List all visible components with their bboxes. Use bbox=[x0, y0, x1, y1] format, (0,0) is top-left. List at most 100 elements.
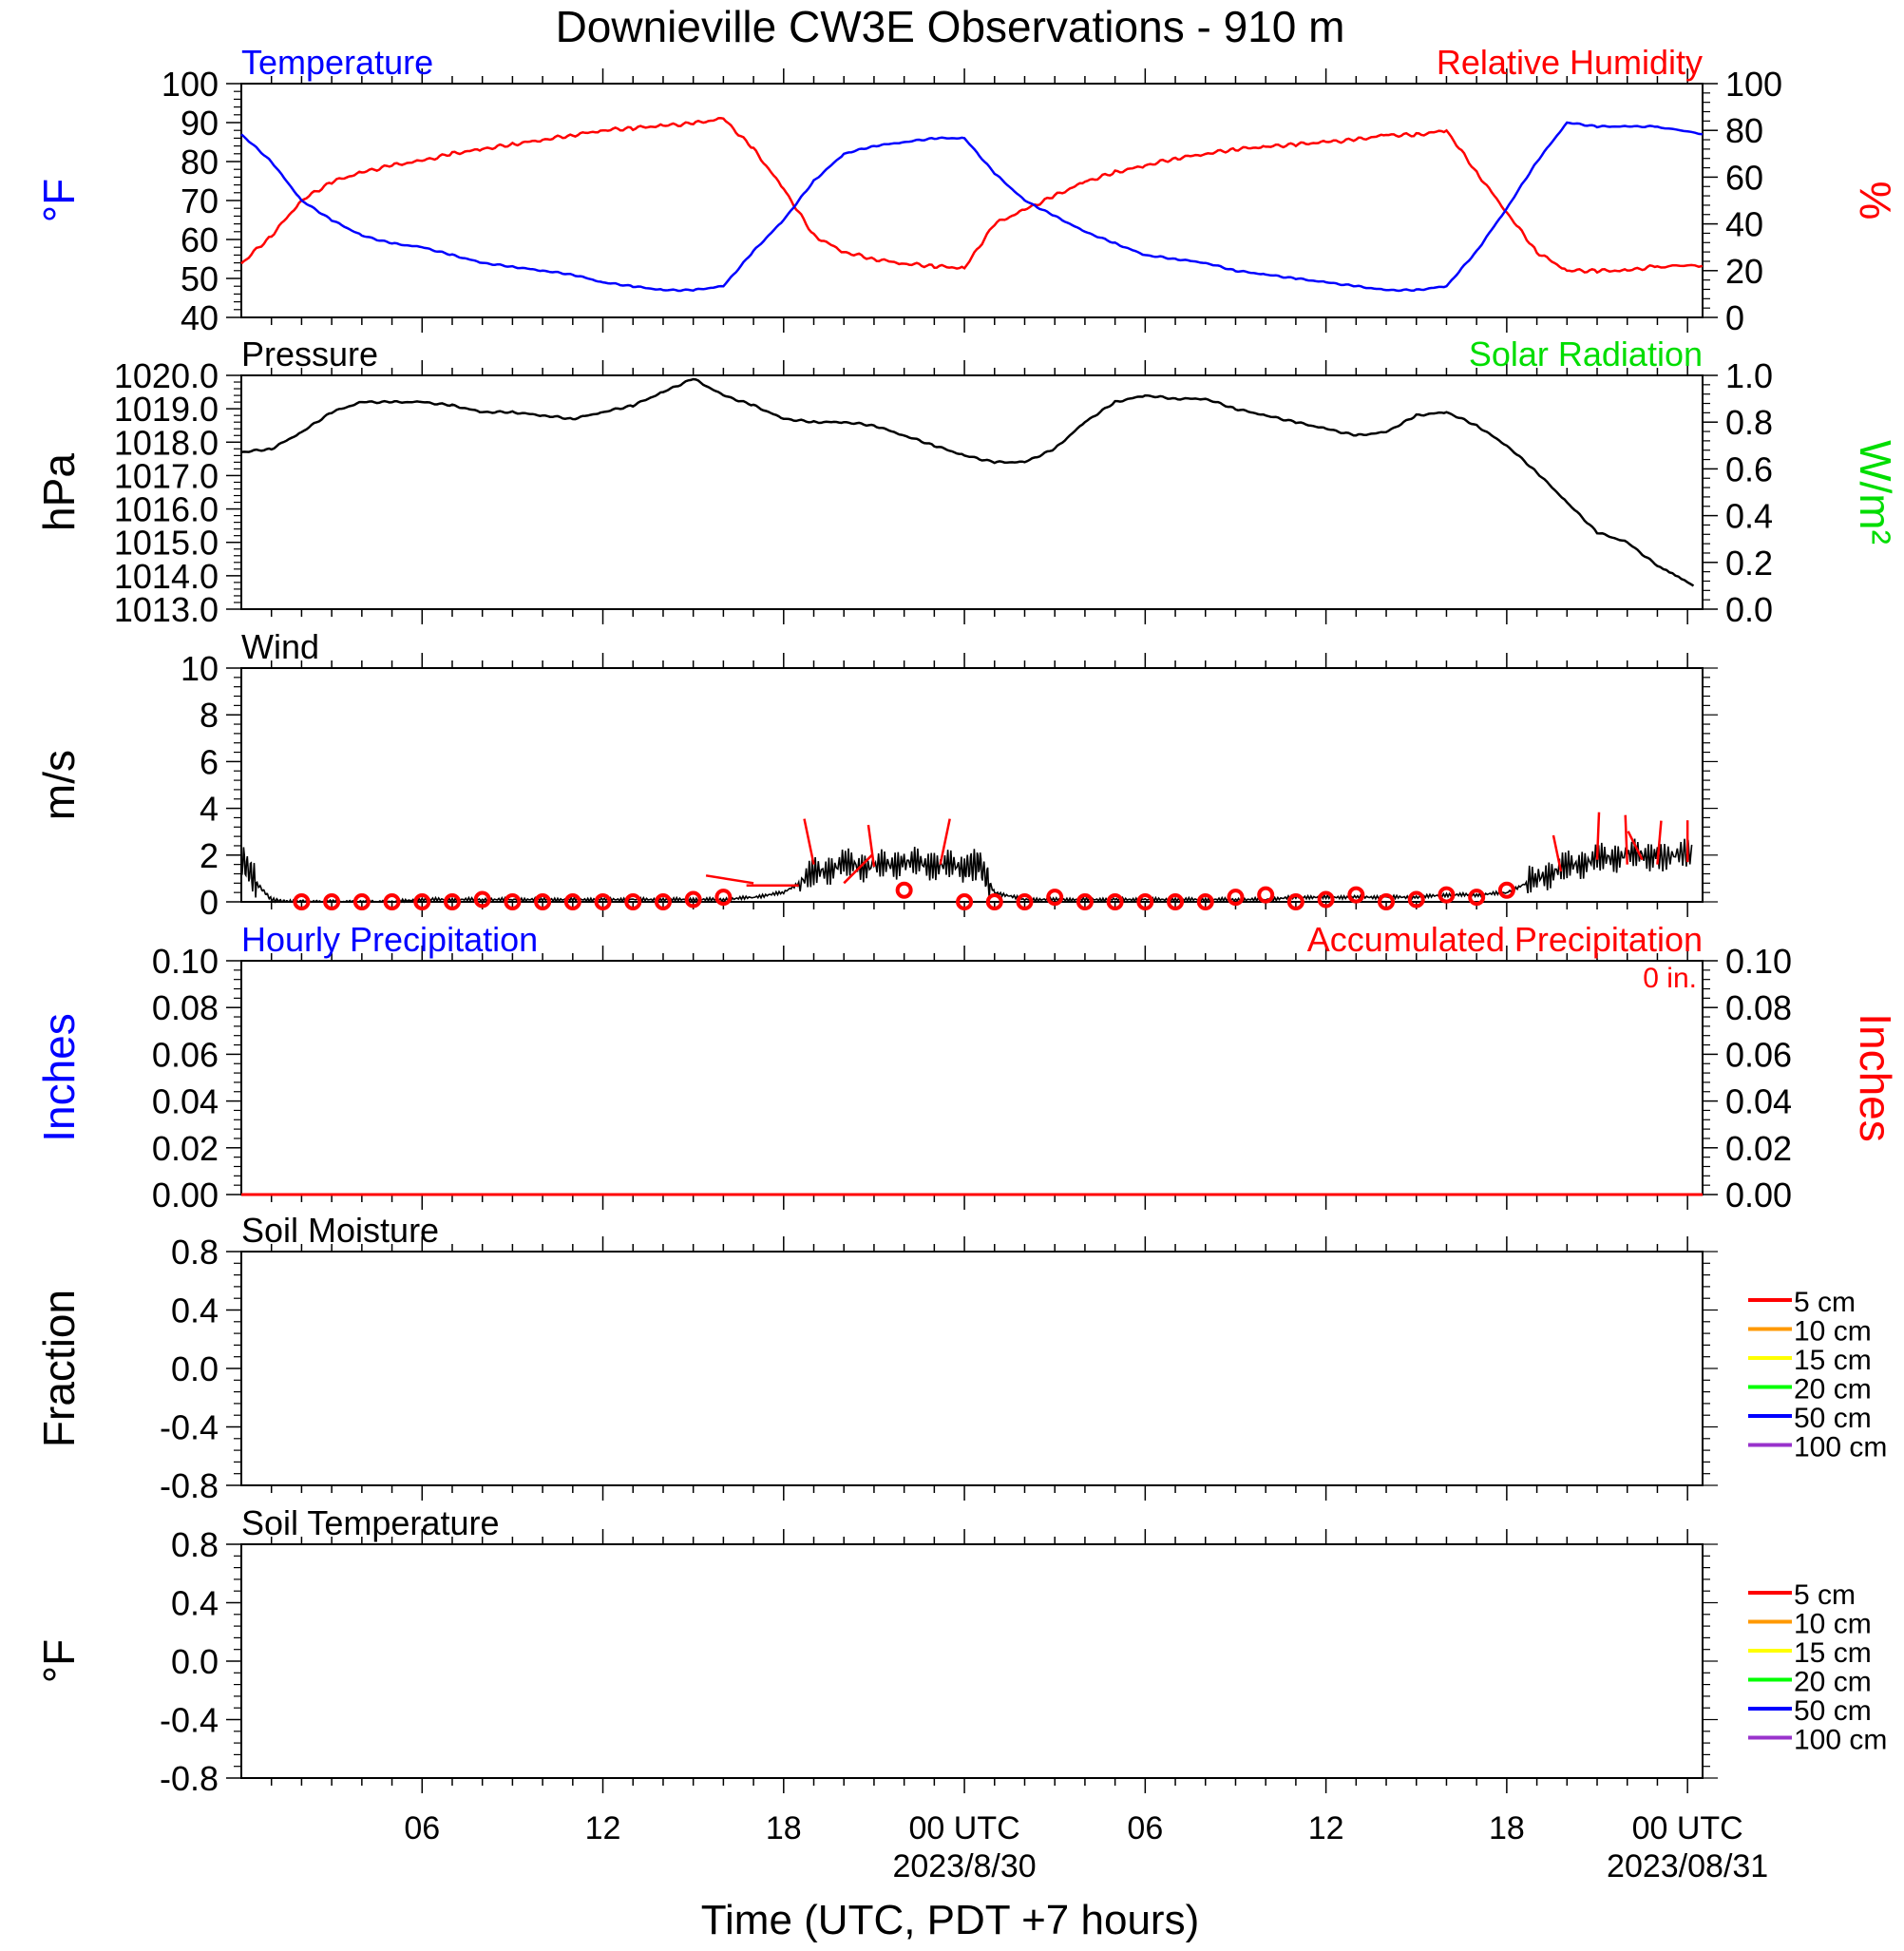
x-tick-label: 18 bbox=[766, 1810, 802, 1846]
y-tick-label-left: 70 bbox=[181, 182, 219, 220]
y-tick-label-right: 0 bbox=[1725, 298, 1744, 337]
series-temperature bbox=[240, 121, 1704, 293]
wind-calm-marker bbox=[293, 893, 311, 910]
y-tick-label-left: 0.00 bbox=[152, 1176, 219, 1215]
x-tick-label: 00 UTC bbox=[909, 1810, 1020, 1846]
y-tick-label-right: 40 bbox=[1725, 205, 1763, 244]
panel-title-right: Solar Radiation bbox=[1469, 335, 1703, 373]
y-tick-label-right: 0.8 bbox=[1725, 403, 1773, 442]
panel-soil-moisture: 0.8 0.4 0.0 -0.4 -0.8 Fraction Soil Moisture 5 … bbox=[34, 1211, 1887, 1505]
wind-calm-marker bbox=[1378, 893, 1396, 910]
x-tick-label: 00 UTC bbox=[1632, 1810, 1743, 1846]
panel-title-left: Wind bbox=[241, 627, 319, 666]
y-axis-label-left: m/s bbox=[34, 750, 84, 820]
wind-barb bbox=[1595, 812, 1601, 860]
y-tick-label-left: 1019.0 bbox=[114, 390, 219, 429]
accumulated-total: 0 in. bbox=[1643, 963, 1697, 994]
y-tick-label-left: 0.02 bbox=[152, 1129, 219, 1168]
legend-label: 100 cm bbox=[1794, 1725, 1887, 1756]
wind-calm-marker bbox=[654, 893, 672, 910]
y-tick-label-left: 1018.0 bbox=[114, 423, 219, 462]
y-tick-label-left: -0.8 bbox=[160, 1466, 219, 1505]
y-tick-label-right: 0.08 bbox=[1725, 988, 1792, 1027]
y-tick-label-left: 0.06 bbox=[152, 1035, 219, 1074]
y-axis-label-right: W/m² bbox=[1851, 440, 1900, 545]
panel-title-left: Soil Moisture bbox=[241, 1211, 439, 1250]
series-relative-humidity bbox=[240, 117, 1704, 275]
wind-calm-marker bbox=[563, 893, 581, 910]
wind-calm-marker bbox=[1167, 893, 1185, 910]
panel-frame bbox=[240, 1251, 1704, 1486]
y-tick-label-left: 1020.0 bbox=[114, 356, 219, 395]
wind-calm-marker bbox=[624, 893, 642, 910]
wind-calm-marker bbox=[594, 893, 612, 910]
y-tick-label-right: 0.2 bbox=[1725, 544, 1773, 583]
panel-precip: 0.10 0.08 0.06 0.04 0.02 0.00 0.10 0.08 0.06 0.04… bbox=[34, 920, 1900, 1215]
y-tick-label-left: 1016.0 bbox=[114, 490, 219, 529]
y-tick-label-right: 0.02 bbox=[1725, 1129, 1792, 1168]
y-tick-label-right: 80 bbox=[1725, 111, 1763, 150]
legend-label: 20 cm bbox=[1794, 1667, 1872, 1698]
series-pressure bbox=[240, 377, 1695, 587]
y-tick-label-right: 60 bbox=[1725, 158, 1763, 197]
wind-calm-marker bbox=[684, 890, 702, 909]
y-tick-label-left: 0.8 bbox=[171, 1525, 219, 1564]
legend-label: 50 cm bbox=[1794, 1695, 1872, 1727]
y-tick-label-left: 0.08 bbox=[152, 988, 219, 1027]
y-tick-label-right: 0.06 bbox=[1725, 1035, 1792, 1074]
y-tick-label-left: 60 bbox=[181, 220, 219, 259]
x-tick-label: 06 bbox=[1127, 1810, 1163, 1846]
y-tick-label-left: 100 bbox=[162, 65, 219, 104]
wind-barb bbox=[1656, 820, 1663, 865]
wind-barb bbox=[843, 853, 874, 885]
wind-calm-marker bbox=[1317, 890, 1335, 909]
legend-label: 100 cm bbox=[1794, 1432, 1887, 1463]
legend-label: 15 cm bbox=[1794, 1637, 1872, 1669]
y-tick-label-left: 8 bbox=[200, 696, 219, 735]
y-tick-label-right: 20 bbox=[1725, 252, 1763, 291]
wind-calm-marker bbox=[1136, 893, 1154, 910]
y-tick-label-left: 1017.0 bbox=[114, 456, 219, 495]
y-tick-label-left: 0 bbox=[200, 883, 219, 922]
panel-title-left: Hourly Precipitation bbox=[241, 920, 538, 959]
y-tick-label-left: 0.4 bbox=[171, 1584, 219, 1623]
x-axis-label: Time (UTC, PDT +7 hours) bbox=[701, 1897, 1199, 1943]
panel-title-right: Accumulated Precipitation bbox=[1307, 920, 1703, 959]
wind-barb bbox=[803, 818, 815, 865]
y-tick-label-left: 0.0 bbox=[171, 1642, 219, 1681]
wind-calm-marker bbox=[1407, 890, 1425, 909]
panel-frame bbox=[240, 960, 1704, 1195]
panel-title-left: Pressure bbox=[241, 335, 378, 373]
panel-frame bbox=[240, 374, 1704, 610]
wind-calm-marker bbox=[1468, 889, 1486, 907]
y-axis-label-right: % bbox=[1851, 182, 1900, 220]
y-tick-label-left: 0.0 bbox=[171, 1349, 219, 1388]
wind-calm-marker bbox=[1016, 893, 1034, 910]
wind-calm-marker bbox=[895, 881, 913, 899]
wind-calm-marker bbox=[1076, 893, 1094, 910]
y-tick-label-right: 0.4 bbox=[1725, 497, 1773, 536]
wind-calm-marker bbox=[1438, 886, 1456, 904]
chart-title: Downieville CW3E Observations - 910 m bbox=[556, 2, 1345, 51]
y-tick-label-left: -0.8 bbox=[160, 1759, 219, 1798]
y-tick-label-right: 0.6 bbox=[1725, 449, 1773, 488]
wind-calm-marker bbox=[1347, 886, 1365, 904]
y-tick-label-left: 0.04 bbox=[152, 1082, 219, 1121]
y-tick-label-right: 100 bbox=[1725, 65, 1782, 104]
wind-calm-marker bbox=[1106, 893, 1124, 910]
y-tick-label-right: 0.04 bbox=[1725, 1082, 1792, 1121]
panel-pressure: 1020.01019.01018.01017.01016.01015.01014… bbox=[34, 335, 1900, 629]
wind-calm-marker bbox=[1227, 889, 1245, 907]
wind-calm-marker bbox=[1286, 893, 1304, 910]
y-tick-label-left: 80 bbox=[181, 143, 219, 182]
y-tick-label-left: -0.4 bbox=[160, 1408, 219, 1447]
y-tick-label-left: 1015.0 bbox=[114, 524, 219, 563]
wind-calm-marker bbox=[1046, 889, 1064, 907]
legend-label: 10 cm bbox=[1794, 1609, 1872, 1640]
y-tick-label-left: 0.4 bbox=[171, 1291, 219, 1330]
y-tick-label-left: 2 bbox=[200, 836, 219, 875]
wind-calm-marker bbox=[534, 893, 552, 910]
